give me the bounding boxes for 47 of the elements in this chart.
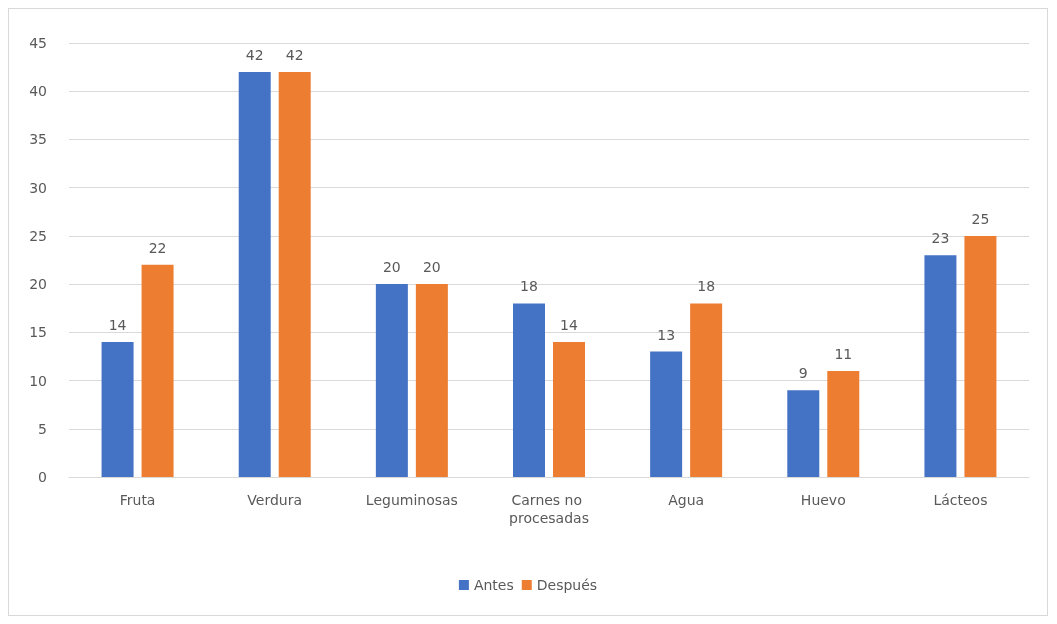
y-tick-label: 35 [29,131,47,148]
y-tick-label: 25 [29,227,47,244]
bar [553,341,585,477]
data-label: 22 [148,239,167,256]
y-tick-label: 10 [29,372,47,389]
y-tick-label: 40 [29,83,47,100]
data-label: 42 [285,46,304,63]
bar [964,235,997,477]
legend-label: Después [536,577,598,593]
data-label: 18 [697,278,716,295]
bar [650,351,683,477]
data-label: 20 [422,259,441,276]
bar [375,284,408,477]
bar [690,303,723,477]
bar [238,71,271,477]
data-label: 42 [245,46,264,63]
data-label: 11 [834,345,853,362]
data-label: 14 [108,316,127,333]
data-label: 23 [931,230,950,247]
x-tick-label: Huevo [800,492,846,508]
x-tick-label: Fruta [119,492,156,508]
x-tick-label: Leguminosas [365,492,458,508]
y-tick-label: 15 [29,324,47,341]
x-tick-label: Agua [668,492,705,508]
bar [787,390,820,477]
x-tick-label: Lácteos [933,492,988,508]
data-label: 9 [798,365,808,382]
data-label: 18 [520,278,538,295]
data-label: 13 [657,326,676,343]
bar [141,264,174,477]
bar [924,255,957,477]
y-tick-label: 20 [29,276,47,293]
bar [101,341,134,477]
y-tick-label: 0 [38,469,47,485]
data-label: 20 [382,259,401,276]
bar [278,71,311,477]
y-tick-label: 45 [29,35,47,51]
data-label: 14 [560,316,578,333]
bar [513,303,545,477]
bar [827,370,860,477]
x-tick-label: Verdura [247,492,303,508]
legend-label: Antes [473,577,514,593]
y-tick-label: 30 [29,179,47,196]
x-tick-label: Carnes no procesadas [509,492,589,526]
data-label: 25 [971,210,990,227]
y-tick-label: 5 [38,420,47,437]
bar [415,284,448,477]
